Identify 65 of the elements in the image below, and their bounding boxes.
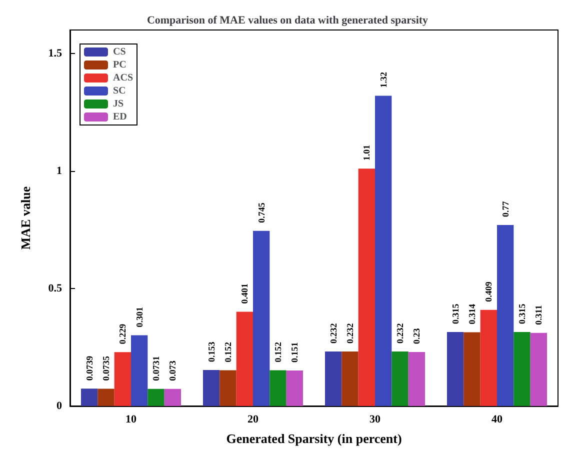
y-tick-label: 1 (56, 165, 62, 177)
bar (220, 370, 236, 406)
data-label: 0.314 (466, 303, 477, 324)
legend-label: SC (113, 86, 126, 96)
data-label: 0.745 (256, 202, 266, 223)
bar (408, 352, 426, 406)
bar (164, 388, 182, 406)
bar (392, 351, 408, 406)
bar (236, 312, 253, 406)
data-label: 1.32 (378, 72, 388, 88)
data-label: 0.229 (118, 323, 128, 344)
legend-label: ED (113, 112, 127, 122)
x-tick-label: 30 (370, 414, 381, 426)
bar (375, 96, 392, 406)
data-label: 0.23 (412, 328, 422, 344)
bar (286, 370, 304, 406)
legend-label: JS (113, 98, 124, 110)
bar (324, 351, 342, 406)
x-tick-label: 40 (492, 414, 503, 426)
bar (114, 352, 131, 406)
bar (131, 335, 148, 406)
data-label: 0.232 (328, 322, 338, 344)
bar (148, 388, 164, 406)
legend-label: PC (113, 60, 126, 70)
data-label: 0.311 (534, 304, 544, 325)
data-label: 0.315 (517, 303, 528, 324)
bar (530, 332, 548, 406)
bar (497, 225, 514, 406)
bar (253, 230, 270, 406)
data-label: 0.073 (168, 360, 178, 381)
x-tick-label: 20 (248, 414, 259, 426)
data-label: 0.0739 (84, 355, 94, 381)
data-label: 0.315 (450, 303, 460, 324)
x-tick-label: 10 (126, 414, 137, 426)
data-label: 0.0731 (151, 356, 162, 381)
bar (464, 332, 480, 406)
bar (446, 332, 464, 406)
data-label: 0.77 (500, 200, 510, 218)
y-tick-label: 0.5 (48, 282, 62, 294)
bar (98, 388, 114, 406)
y-tick-label: 0 (56, 400, 62, 412)
bar (358, 168, 375, 406)
data-label: 0.151 (290, 342, 300, 363)
bar (514, 332, 530, 406)
bar (202, 370, 220, 406)
data-label: 0.401 (240, 283, 250, 304)
data-label: 0.232 (344, 322, 355, 344)
data-label: 0.0735 (100, 355, 111, 381)
data-label: 0.152 (273, 342, 284, 362)
y-axis-title: MAE value (18, 186, 33, 250)
data-label: 0.232 (395, 322, 406, 344)
bar (270, 370, 286, 406)
data-label: 1.01 (362, 144, 372, 161)
data-label: 0.152 (222, 342, 233, 362)
legend-label: ACS (113, 72, 134, 84)
data-label: 0.153 (206, 341, 216, 362)
chart-title: Comparison of MAE values on data with generated sparsity (146, 14, 429, 26)
legend-label: CS (113, 46, 126, 58)
bar (480, 310, 497, 406)
bar (342, 351, 358, 406)
y-tick-label: 1.5 (48, 48, 62, 60)
bar (80, 388, 98, 406)
data-label: 0.409 (484, 281, 494, 302)
data-label: 0.301 (134, 306, 144, 328)
x-axis-title: Generated Sparsity (in percent) (226, 431, 402, 446)
